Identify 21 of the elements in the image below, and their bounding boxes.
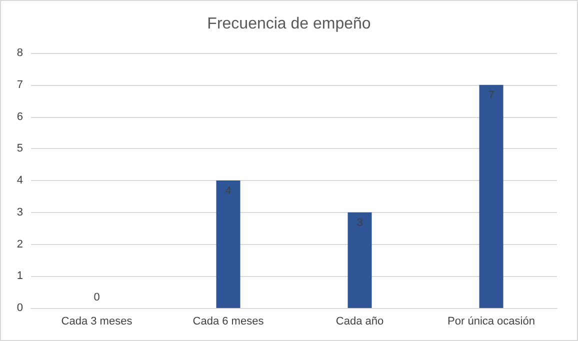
data-label: 0 xyxy=(94,292,100,304)
data-label: 4 xyxy=(225,185,232,197)
y-tick-label: 1 xyxy=(16,270,23,282)
y-tick-label: 5 xyxy=(16,142,23,155)
y-tick-label: 3 xyxy=(16,206,23,218)
y-tick-label: 7 xyxy=(16,78,23,91)
x-tick-label: Cada 6 meses xyxy=(192,316,264,328)
data-label: 7 xyxy=(488,89,494,102)
bar xyxy=(216,180,240,308)
y-tick-label: 8 xyxy=(16,47,23,59)
x-tick-label: Por única ocasión xyxy=(448,316,535,328)
x-tick-label: Cada 3 meses xyxy=(61,316,133,328)
y-tick-label: 2 xyxy=(16,238,23,250)
y-tick-label: 0 xyxy=(16,302,23,314)
x-tick-label: Cada año xyxy=(336,316,384,328)
chart-title: Frecuencia de empeño xyxy=(207,16,371,32)
y-tick-label: 4 xyxy=(16,174,23,186)
data-label: 3 xyxy=(356,216,363,229)
bar xyxy=(479,84,504,308)
bar xyxy=(348,212,372,308)
y-tick-label: 6 xyxy=(16,110,23,123)
